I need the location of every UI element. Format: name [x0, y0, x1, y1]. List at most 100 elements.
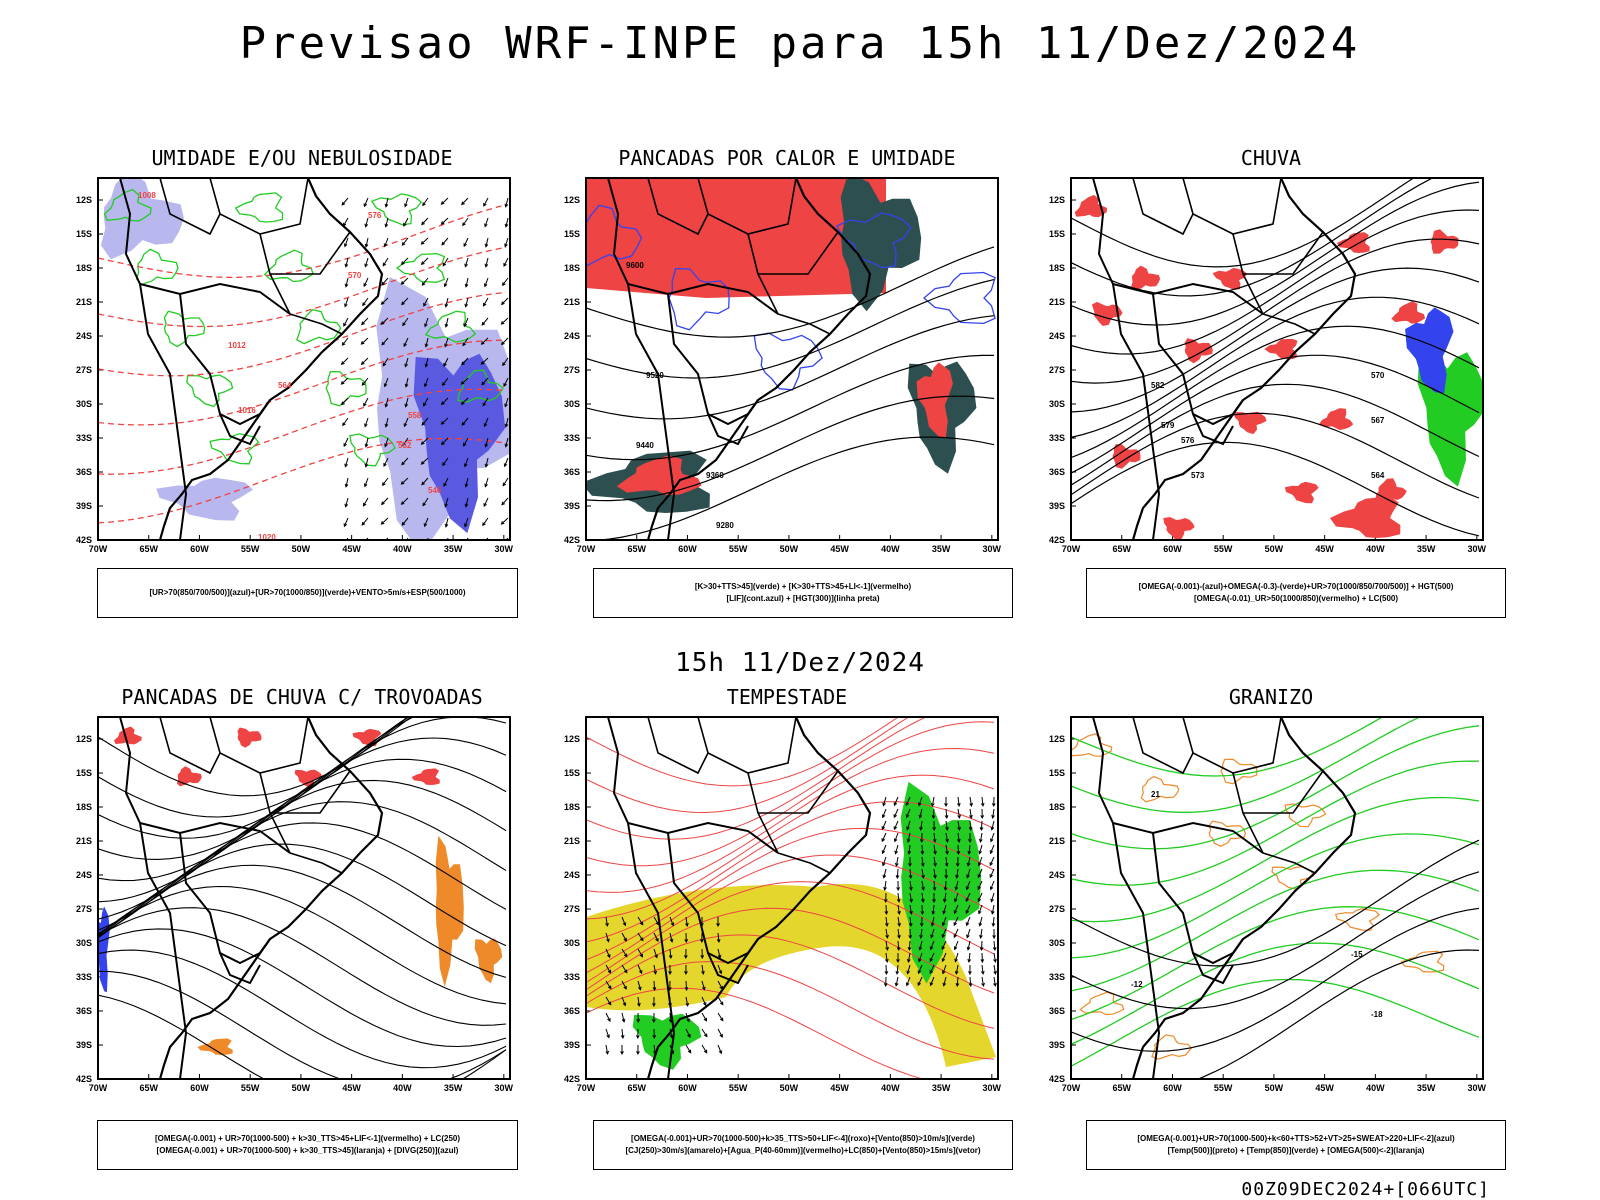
temp850-contour	[1071, 869, 1480, 992]
lon-tick-label: 60W	[678, 544, 697, 554]
streamline-250	[98, 994, 507, 1079]
wind-vector	[385, 397, 389, 407]
wind-vector-head	[364, 263, 368, 268]
rain-fill-red	[1264, 338, 1298, 360]
lat-tick-label: 27S	[76, 365, 92, 375]
state-border	[259, 233, 343, 335]
wind-vector	[895, 976, 899, 986]
wind-vector	[894, 832, 899, 842]
lat-tick-label: 30S	[76, 399, 92, 409]
wind-vector-head	[382, 262, 387, 267]
state-border	[1243, 770, 1324, 814]
lon-tick-label: 70W	[577, 544, 596, 554]
wind-vector	[918, 964, 923, 974]
wind-vector	[445, 317, 449, 327]
omega-contour-orange	[1334, 908, 1381, 931]
coastline	[646, 178, 872, 540]
rain-fill-red	[1430, 229, 1459, 254]
wind-fill-green	[900, 781, 982, 984]
wind-vector-head	[977, 862, 982, 867]
wind-vector	[421, 457, 429, 465]
wind-vector-head	[651, 1019, 656, 1024]
lon-tick-label: 40W	[1366, 1083, 1385, 1093]
lon-tick-label: 45W	[830, 1083, 849, 1093]
wind-vector	[942, 916, 947, 926]
lon-tick-label: 60W	[190, 1083, 209, 1093]
wind-vector	[918, 952, 923, 962]
wind-vector	[933, 832, 936, 842]
plot-area	[1071, 178, 1483, 540]
lon-tick-label: 60W	[678, 1083, 697, 1093]
rain-fill-red	[1391, 301, 1426, 324]
red-thickness-contour	[98, 291, 507, 377]
wind-vector-head	[341, 401, 345, 406]
border-line	[1092, 178, 1264, 315]
wind-vector	[503, 377, 509, 387]
wind-vector-head	[893, 814, 897, 819]
lat-tick-label: 30S	[564, 938, 580, 948]
wind-vector-head	[423, 383, 428, 388]
wind-vector-head	[882, 862, 886, 867]
wind-vector	[363, 277, 369, 287]
wind-vector	[717, 980, 723, 990]
lat-tick-label: 33S	[1049, 972, 1065, 982]
lat-tick-label: 27S	[564, 904, 580, 914]
wind-vector	[605, 1012, 611, 1022]
panel-title-granizo: GRANIZO	[1228, 685, 1314, 709]
wind-vector	[954, 892, 959, 902]
wind-vector-head	[403, 222, 407, 227]
wind-vector	[906, 976, 911, 986]
wind-vector-head	[421, 282, 426, 286]
lat-tick-label: 36S	[76, 467, 92, 477]
contour-label: -12	[1131, 980, 1143, 989]
wind-vector	[637, 996, 640, 1006]
wind-vector	[957, 820, 960, 830]
wind-vector	[685, 996, 689, 1006]
wind-vector-head	[921, 874, 925, 879]
lat-tick-label: 12S	[76, 195, 92, 205]
wind-vector	[385, 417, 389, 427]
wind-vector	[884, 880, 887, 890]
wind-vector-head	[686, 1018, 690, 1023]
lon-tick-label: 60W	[190, 544, 209, 554]
rain-fill-red	[1184, 338, 1213, 364]
wind-vector-head	[637, 1002, 641, 1007]
wind-vector	[893, 820, 899, 830]
thunder-fill-orange	[197, 1038, 233, 1055]
streamline	[1071, 296, 1480, 438]
wind-vector-head	[931, 815, 936, 820]
wind-vector-head	[992, 935, 996, 940]
omega-contour-orange	[1271, 866, 1314, 890]
state-border	[159, 178, 221, 236]
contour-label: 570	[1371, 371, 1385, 380]
wind-vector	[404, 357, 409, 367]
lat-tick-label: 18S	[1049, 802, 1065, 812]
wind-vector	[345, 477, 349, 487]
state-border	[1243, 231, 1324, 275]
precip-water-contour	[586, 801, 995, 943]
wind-vector	[381, 317, 389, 325]
wind-vector	[363, 397, 369, 407]
wind-vector-head	[363, 283, 367, 288]
temp850-contour	[1071, 760, 1480, 886]
wind-vector	[882, 856, 887, 866]
lat-tick-label: 24S	[564, 331, 580, 341]
contour-label: 1008	[138, 191, 156, 200]
lon-tick-label: 65W	[1112, 1083, 1131, 1093]
border-line	[219, 413, 261, 446]
lon-tick-label: 45W	[342, 544, 361, 554]
lat-tick-label: 30S	[1049, 938, 1065, 948]
wind-vector	[343, 437, 349, 447]
lon-tick-label: 40W	[1366, 544, 1385, 554]
caption-granizo: [OMEGA(-0.001)+UR>70(1000-500)+k<60+TTS>…	[1086, 1120, 1506, 1170]
wind-vector-head	[622, 922, 627, 927]
wind-vector	[885, 928, 888, 938]
wind-vector	[365, 457, 369, 467]
wind-vector-head	[979, 838, 983, 843]
coastline	[158, 717, 384, 1079]
streamline-250	[98, 864, 507, 978]
wind-vector	[441, 217, 449, 225]
wind-vector	[405, 377, 409, 387]
wind-vector-head	[460, 381, 465, 385]
